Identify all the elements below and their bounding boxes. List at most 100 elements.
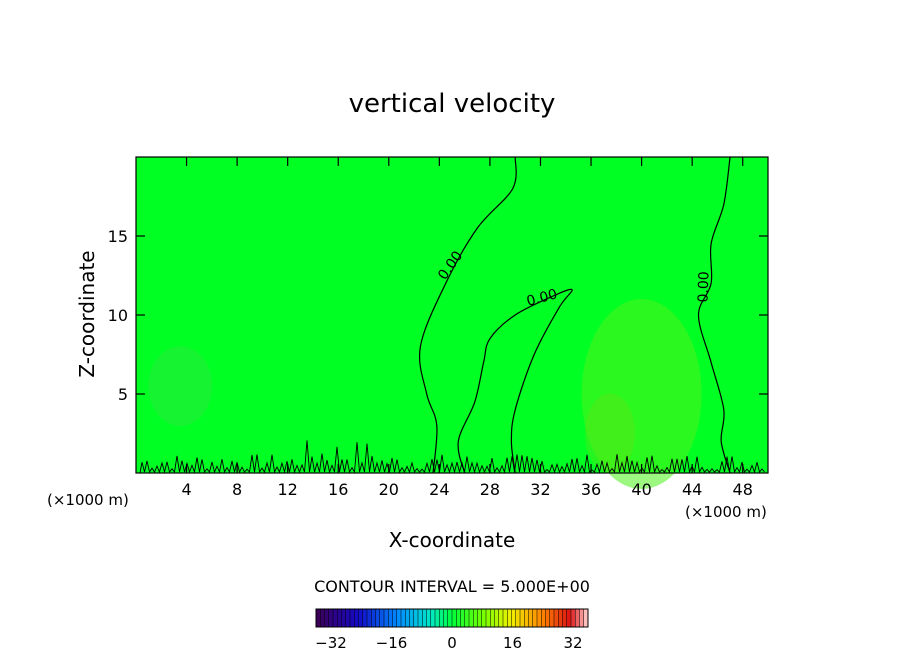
colorbar-swatch (388, 609, 393, 627)
colorbar-swatch (341, 609, 347, 627)
x-tick-label: 20 (379, 480, 399, 499)
colorbar-swatch (515, 609, 521, 627)
colorbar-swatch (503, 609, 508, 627)
x-tick-label: 24 (429, 480, 449, 499)
x-tick-label: 16 (328, 480, 348, 499)
x-tick-label: 4 (181, 480, 191, 499)
y-tick-label: 15 (108, 227, 128, 246)
colorbar-swatch (520, 609, 525, 627)
surface-eddy-contours (139, 440, 765, 474)
contour-line (457, 288, 573, 474)
y-tick-label: 5 (118, 385, 128, 404)
colorbar-swatch (511, 609, 517, 627)
colorbar-swatch (350, 609, 355, 627)
colorbar-swatch (486, 609, 491, 627)
colorbar-swatch (524, 609, 529, 627)
colorbar-swatch (494, 609, 500, 627)
colorbar-swatch (498, 609, 504, 627)
colorbar-swatch (426, 609, 432, 627)
colorbar-swatch (490, 609, 495, 627)
colorbar-swatch (532, 609, 538, 627)
colorbar-swatch (452, 609, 457, 627)
colorbar-swatch (528, 609, 534, 627)
colorbar-swatch (418, 609, 423, 627)
colorbar-swatch (328, 609, 334, 627)
x-tick-label: 36 (581, 480, 601, 499)
colorbar-frame (315, 608, 589, 628)
colorbar: −32 −16 0 16 32 (315, 608, 589, 652)
colorbar-swatch (379, 609, 385, 627)
colorbar-swatch (571, 609, 576, 627)
x-tick-label: 12 (278, 480, 298, 499)
colorbar-swatch (333, 609, 338, 627)
colorbar-swatch (316, 609, 321, 627)
x-tick-label: 8 (232, 480, 242, 499)
contour-line (419, 156, 517, 474)
updraft-core-patch (585, 393, 635, 474)
colorbar-swatch (358, 609, 364, 627)
contour-label: 0.00 (695, 271, 712, 303)
colorbar-swatch (401, 609, 406, 627)
colorbar-swatch (562, 609, 568, 627)
x-unit-left-label: (×1000 m) (47, 491, 129, 509)
colorbar-swatch (481, 609, 487, 627)
colorbar-swatch (413, 609, 419, 627)
colorbar-swatch (473, 609, 478, 627)
x-unit-right-label: (×1000 m) (685, 503, 767, 521)
colorbar-swatch (583, 609, 589, 627)
x-axis-label: X-coordinate (389, 528, 516, 552)
colorbar-swatch (371, 609, 376, 627)
x-tick-label: 32 (530, 480, 550, 499)
colorbar-swatch (422, 609, 427, 627)
chart-title: vertical velocity (349, 89, 556, 119)
colorbar-swatch (443, 609, 449, 627)
colorbar-swatch (435, 609, 440, 627)
colorbar-swatch (367, 609, 372, 627)
colorbar-swatch (345, 609, 351, 627)
contour-interval-label: CONTOUR INTERVAL = 5.000E+00 (314, 577, 590, 596)
colorbar-swatch (460, 609, 466, 627)
colorbar-tick-label: −16 (376, 634, 408, 652)
y-axis-label: Z-coordinate (75, 250, 99, 377)
colorbar-swatch (320, 609, 325, 627)
y-tick-label: 10 (108, 306, 128, 325)
colorbar-swatch (405, 609, 410, 627)
colorbar-swatch (375, 609, 381, 627)
colorbar-tick-label: −32 (315, 634, 347, 652)
colorbar-swatch (324, 609, 330, 627)
x-tick-label: 44 (682, 480, 702, 499)
colorbar-tick-label: 16 (503, 634, 522, 652)
colorbar-swatch (447, 609, 453, 627)
colorbar-swatch (392, 609, 398, 627)
colorbar-swatch (477, 609, 483, 627)
colorbar-swatch (456, 609, 461, 627)
contour-label: 0.00 (525, 286, 559, 310)
colorbar-swatch (537, 609, 542, 627)
colorbar-swatch (337, 609, 342, 627)
colorbar-swatch (545, 609, 551, 627)
colorbar-swatch (409, 609, 415, 627)
updraft-patch (581, 299, 702, 489)
colorbar-swatch (362, 609, 368, 627)
colorbar-swatch (384, 609, 389, 627)
colorbar-swatch (549, 609, 555, 627)
colorbar-swatch (430, 609, 436, 627)
colorbar-swatch (396, 609, 402, 627)
colorbar-swatch (541, 609, 546, 627)
x-tick-label: 28 (480, 480, 500, 499)
colorbar-swatch (579, 609, 585, 627)
colorbar-swatch (575, 609, 580, 627)
colorbar-tick-label: 0 (447, 634, 457, 652)
colorbar-swatch (464, 609, 470, 627)
contour-line (697, 156, 731, 474)
colorbar-swatch (469, 609, 474, 627)
colorbar-swatch (558, 609, 563, 627)
x-tick-label: 48 (733, 480, 753, 499)
colorbar-tick-label: 32 (563, 634, 582, 652)
x-tick-label: 40 (631, 480, 651, 499)
colorbar-swatch (507, 609, 512, 627)
colorbar-swatch (439, 609, 444, 627)
colorbar-swatch (566, 609, 572, 627)
